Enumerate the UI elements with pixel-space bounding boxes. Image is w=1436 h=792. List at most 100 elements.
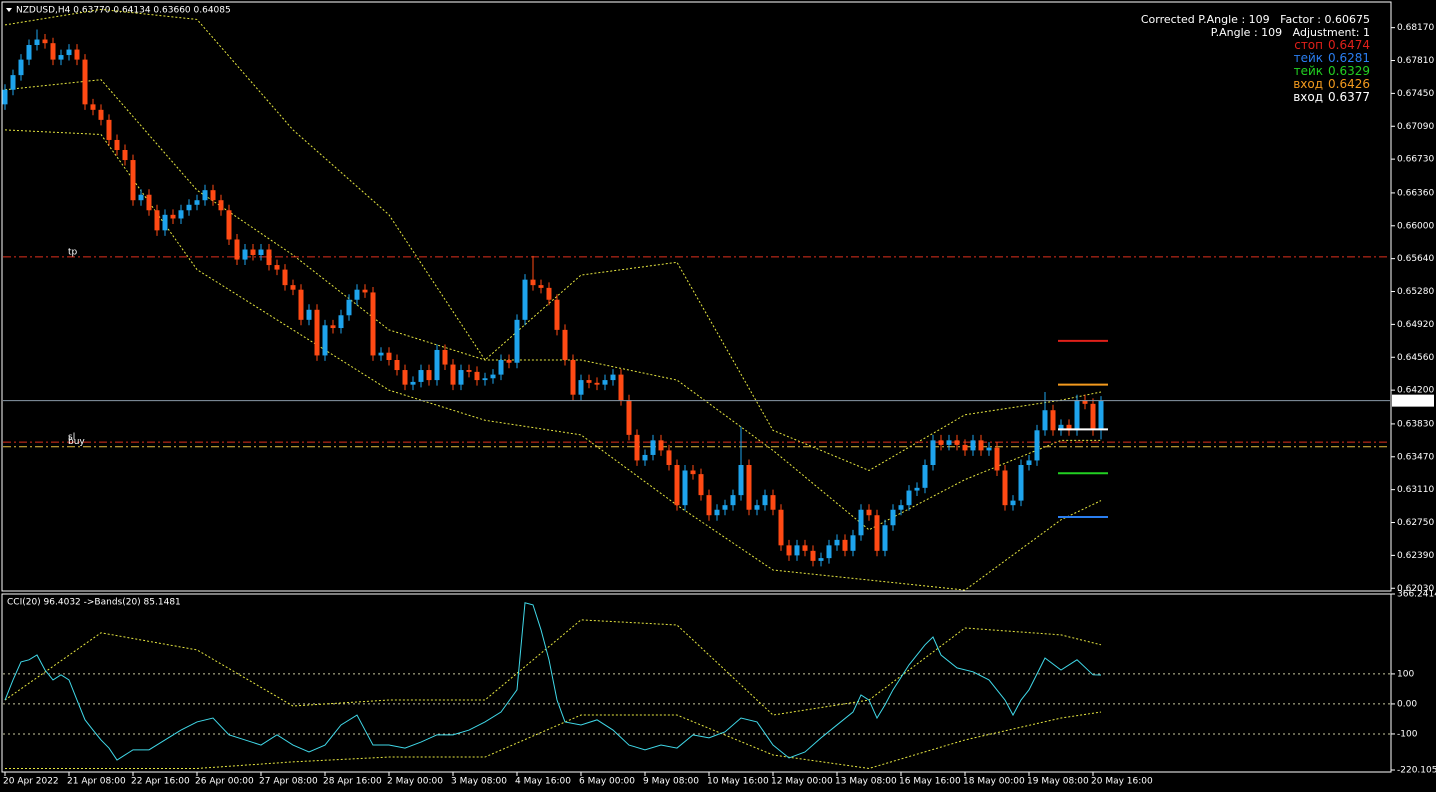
y-tick-label: 0.65640	[1397, 254, 1434, 264]
candle-body	[434, 349, 440, 381]
candle-body	[490, 374, 496, 379]
x-tick-label: 19 May 08:00	[1027, 777, 1089, 787]
candle-body	[690, 470, 696, 475]
y-tick-label: 0.66000	[1397, 221, 1434, 231]
y-tick-label: -100	[1397, 729, 1418, 739]
x-tick-label: 3 May 08:00	[451, 777, 507, 787]
band-lower	[4, 129, 1102, 591]
candle-body	[234, 239, 240, 260]
candle-body	[1058, 424, 1064, 431]
x-tick-label: 26 Apr 00:00	[195, 777, 254, 787]
y-tick-label: 0.62030	[1397, 584, 1434, 594]
candle-body	[322, 325, 328, 356]
x-tick-label: 20 Apr 2022	[3, 777, 59, 787]
info-line: P.Angle : 109 Adjustment: 1	[1210, 26, 1370, 39]
candle-body	[2, 89, 8, 105]
candle-body	[1026, 460, 1032, 465]
candle-body	[498, 360, 504, 375]
candle-body	[66, 49, 72, 56]
candle-body	[362, 289, 368, 293]
level-entry: вход 0.6377	[1141, 91, 1370, 104]
y-tick-label: -220.1059	[1397, 766, 1436, 776]
candle-body	[610, 374, 616, 381]
candle-body	[442, 349, 448, 365]
candle-body	[882, 525, 888, 551]
x-tick-label: 18 May 00:00	[963, 777, 1025, 787]
level-value: 0.6329	[1328, 64, 1370, 78]
candle-body	[834, 539, 840, 546]
candle-body	[874, 515, 880, 551]
band-middle	[4, 79, 1101, 531]
candle-body	[458, 370, 464, 385]
y-tick-label: 0.62750	[1397, 518, 1434, 528]
candle-body	[938, 440, 944, 445]
candle-body	[682, 470, 688, 506]
level-value: 0.6377	[1328, 90, 1370, 104]
candle-body	[738, 465, 744, 496]
y-tick-label: 0.64920	[1397, 320, 1434, 330]
candle-body	[970, 440, 976, 451]
y-tick-label: 0.00	[1397, 699, 1417, 709]
candle-body	[546, 287, 552, 300]
candle-body	[42, 39, 48, 44]
candle-body	[410, 381, 416, 385]
candle-body	[50, 43, 56, 60]
candle-body	[82, 59, 88, 105]
candle-body	[418, 370, 424, 382]
price-label-box	[1392, 394, 1434, 407]
candle-body	[106, 119, 112, 140]
candle-body	[1090, 403, 1096, 430]
level-name: тейк	[1293, 64, 1323, 78]
candle-body	[850, 535, 856, 551]
x-tick-label: 6 May 00:00	[579, 777, 635, 787]
candle-body	[1098, 400, 1104, 430]
x-tick-label: 9 May 08:00	[643, 777, 699, 787]
candle-body	[866, 509, 872, 516]
indicator-title: CCI(20) 96.4032 ->Bands(20) 85.1481	[7, 598, 181, 608]
level-entry: тейк 0.6281	[1141, 52, 1370, 65]
candle-body	[978, 440, 984, 451]
candle-body	[1066, 424, 1072, 431]
candle-body	[586, 380, 592, 383]
y-tick-label: 0.67810	[1397, 56, 1434, 66]
y-tick-label: 100	[1397, 669, 1414, 679]
candle-body	[210, 190, 216, 201]
candle-body	[658, 440, 664, 451]
candle-body	[962, 444, 968, 451]
x-tick-label: 10 May 16:00	[707, 777, 769, 787]
menu-triangle[interactable]	[6, 8, 12, 12]
candle-body	[402, 370, 408, 385]
candle-body	[666, 450, 672, 465]
candle-body	[786, 545, 792, 556]
level-label: sl	[68, 433, 75, 443]
y-tick-label: 0.67090	[1397, 122, 1434, 132]
y-tick-label: 0.63470	[1397, 452, 1434, 462]
candle-body	[194, 200, 200, 205]
candle-body	[202, 190, 208, 201]
candle-body	[986, 447, 992, 451]
candle-body	[1050, 410, 1056, 431]
y-tick-label: 0.67450	[1397, 89, 1434, 99]
candle-body	[58, 55, 64, 60]
band-lower	[5, 711, 1102, 769]
candle-body	[514, 319, 520, 363]
x-tick-label: 20 May 16:00	[1091, 777, 1153, 787]
y-tick-label: 0.65280	[1397, 287, 1434, 297]
candle-body	[298, 289, 304, 320]
candle-body	[354, 289, 360, 300]
candle-body	[290, 285, 296, 290]
candle-body	[778, 509, 784, 546]
candle-body	[338, 315, 344, 329]
candle-body	[34, 39, 40, 45]
candle-body	[634, 434, 640, 461]
candle-body	[426, 370, 432, 381]
candle-body	[530, 279, 536, 286]
candle-body	[10, 75, 16, 90]
candle-body	[1002, 470, 1008, 506]
candle-body	[90, 104, 96, 110]
candle-body	[802, 545, 808, 551]
candle-body	[602, 380, 608, 385]
level-entry: стоп 0.6474	[1141, 39, 1370, 52]
x-tick-label: 4 May 16:00	[515, 777, 571, 787]
